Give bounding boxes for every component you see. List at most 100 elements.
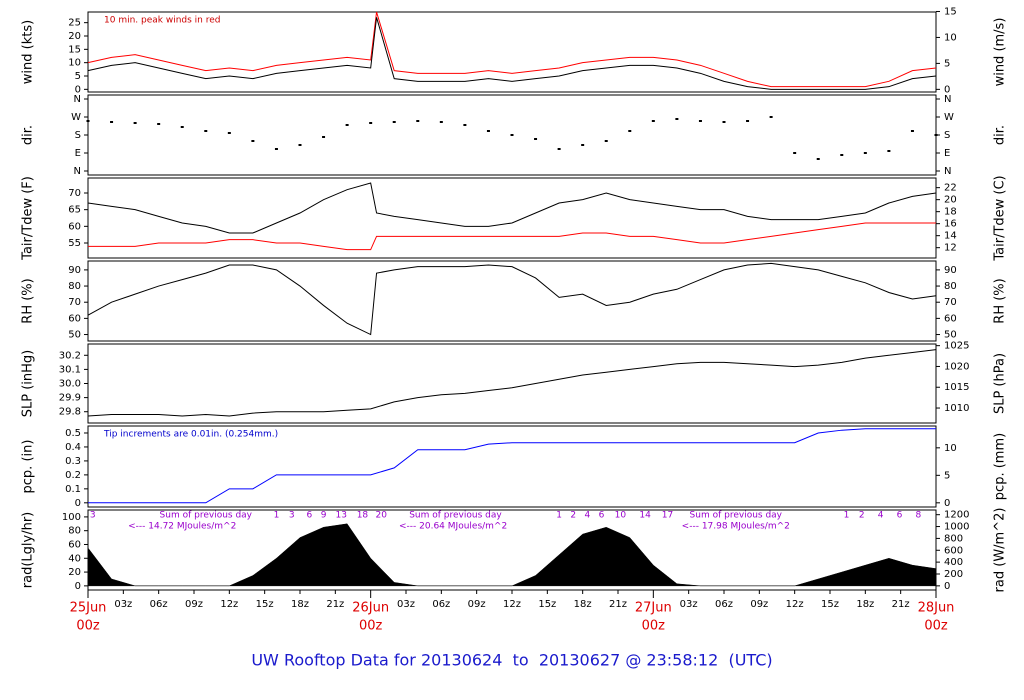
point xyxy=(863,152,867,154)
y2-tick-label: 18 xyxy=(944,207,957,218)
y-tick-label: 80 xyxy=(68,281,81,292)
y-tick-label: 70 xyxy=(68,297,81,308)
y2-tick-label: 15 xyxy=(944,6,957,17)
point xyxy=(110,121,114,123)
annotation: Sum of previous day xyxy=(160,511,253,521)
line xyxy=(87,349,937,417)
y-tick-label: 0.4 xyxy=(65,442,81,453)
point xyxy=(604,140,608,142)
y-tick-label: 10 xyxy=(68,58,81,69)
annotation: Sum of previous day xyxy=(409,511,502,521)
annotation: <--- 20.64 MJoules/m^2 xyxy=(399,522,507,532)
point xyxy=(157,123,161,125)
line xyxy=(88,428,936,504)
y-tick-label: S xyxy=(75,130,81,141)
y-tick-label: 25 xyxy=(68,18,81,29)
x-tick-label: 06z xyxy=(432,599,450,610)
point xyxy=(510,134,514,136)
panel-frame xyxy=(87,343,937,424)
point xyxy=(204,130,208,132)
point xyxy=(534,138,538,140)
y2-tick-label: 50 xyxy=(944,330,957,341)
point xyxy=(133,122,137,124)
y2-tick-label: 80 xyxy=(944,281,957,292)
point xyxy=(675,118,679,120)
x-tick-label: 12z xyxy=(786,599,804,610)
y2-tick-label: 16 xyxy=(944,219,957,230)
annotation: 14 xyxy=(639,511,651,521)
y2-tick-label: 12 xyxy=(944,243,957,254)
annotation: 10 xyxy=(615,511,627,521)
point xyxy=(793,152,797,154)
line xyxy=(88,222,936,251)
y2-axis-title: wind (m/s) xyxy=(993,18,1008,87)
y2-tick-label: E xyxy=(944,148,950,159)
y2-tick-label: 1015 xyxy=(944,382,969,393)
y2-tick-label: 14 xyxy=(944,231,957,242)
annotation: 6 xyxy=(599,511,605,521)
point xyxy=(746,120,750,122)
y-tick-label: 29.8 xyxy=(59,407,81,418)
y-tick-label: 0.1 xyxy=(65,484,81,495)
y-tick-label: 5 xyxy=(75,71,81,82)
y-axis-title: rad(Lgly/hr) xyxy=(21,512,36,588)
x-tick-label: 00z xyxy=(359,619,383,634)
x-tick-label: 21z xyxy=(609,599,627,610)
x-tick-label: 21z xyxy=(326,599,344,610)
y2-axis-title: pcp. (mm) xyxy=(993,433,1008,500)
annotation: 1 xyxy=(556,511,562,521)
point xyxy=(651,120,655,122)
annotation: 18 xyxy=(357,511,369,521)
y2-axis-title: RH (%) xyxy=(993,278,1008,323)
y2-axis-title: dir. xyxy=(993,125,1008,145)
point xyxy=(840,154,844,156)
y2-tick-label: 1010 xyxy=(944,403,969,414)
y-tick-label: 30.2 xyxy=(59,350,81,361)
point xyxy=(769,116,773,118)
x-tick-label: 12z xyxy=(503,599,521,610)
y2-tick-label: 10 xyxy=(944,443,957,454)
point xyxy=(274,148,278,150)
point xyxy=(345,124,349,126)
y2-tick-label: 1025 xyxy=(944,341,969,352)
y2-axis-title: SLP (hPa) xyxy=(993,353,1008,414)
annotation: Sum of previous day xyxy=(690,511,783,521)
annotation: 13 xyxy=(335,511,346,521)
y2-tick-label: 5 xyxy=(944,470,950,481)
y2-tick-label: S xyxy=(944,130,950,141)
point xyxy=(581,144,585,146)
y-tick-label: 80 xyxy=(68,526,81,537)
point xyxy=(698,120,702,122)
y2-tick-label: W xyxy=(944,112,954,123)
x-tick-label: 06z xyxy=(715,599,733,610)
y2-tick-label: 5 xyxy=(944,58,950,69)
annotation: 2 xyxy=(570,511,576,521)
y-axis-title: wind (kts) xyxy=(21,20,36,84)
line xyxy=(87,17,937,90)
day-label: 26Jun xyxy=(352,601,389,616)
annotation: 8 xyxy=(915,511,921,521)
point xyxy=(722,121,726,123)
y-tick-label: 15 xyxy=(68,44,81,55)
annotation: 6 xyxy=(307,511,313,521)
point xyxy=(251,140,255,142)
y-tick-label: 70 xyxy=(68,188,81,199)
x-tick-label: 03z xyxy=(114,599,132,610)
y-tick-label: 50 xyxy=(68,330,81,341)
point xyxy=(816,158,820,160)
line xyxy=(87,182,937,234)
y-axis-title: pcp. (in) xyxy=(21,440,36,494)
annotation: 2 xyxy=(859,511,865,521)
y-tick-label: 60 xyxy=(68,313,81,324)
y2-tick-label: 70 xyxy=(944,297,957,308)
y-axis-title: RH (%) xyxy=(21,278,36,323)
point xyxy=(392,121,396,123)
x-tick-label: 03z xyxy=(397,599,415,610)
panel-frame xyxy=(87,11,937,93)
y2-tick-label: 0 xyxy=(944,84,950,95)
x-tick-label: 09z xyxy=(468,599,486,610)
y-tick-label: 60 xyxy=(68,221,81,232)
y-tick-label: 0.5 xyxy=(65,428,81,439)
y-tick-label: 100 xyxy=(62,512,81,523)
